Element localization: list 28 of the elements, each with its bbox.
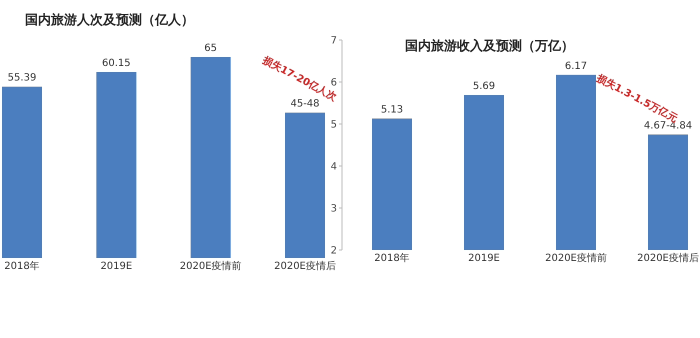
y-tick-label: 4 <box>330 162 337 172</box>
data-label: 60.15 <box>102 58 131 69</box>
bar <box>190 57 231 258</box>
x-tick-label: 2019E <box>468 253 500 264</box>
data-label: 45-48 <box>290 98 320 110</box>
data-label: 5.69 <box>472 81 496 92</box>
y-tick-label: 2 <box>330 246 337 256</box>
x-tick-label: 2019E <box>100 261 132 272</box>
chart-title: 国内旅游人次及预测（亿人） <box>25 12 194 28</box>
data-label: 65 <box>204 43 218 54</box>
data-label: 6.17 <box>564 60 588 72</box>
bar <box>285 112 325 258</box>
chart-title: 国内旅游收入及预测（万亿） <box>405 38 574 54</box>
x-tick-label: 2020E疫情后 <box>274 260 336 272</box>
data-label: 5.13 <box>380 104 404 116</box>
y-tick-label: 3 <box>330 204 337 214</box>
data-label: 4.67-4.84 <box>644 120 692 132</box>
x-tick-label: 2020E疫情后 <box>637 252 699 264</box>
y-tick-label: 5 <box>330 120 337 130</box>
bar <box>2 86 42 258</box>
x-tick-label: 2018年 <box>4 260 40 272</box>
y-tick-label: 6 <box>330 78 337 88</box>
data-label: 55.39 <box>8 72 36 84</box>
bar <box>96 72 136 258</box>
x-tick-label: 2018年 <box>374 252 410 264</box>
x-tick-label: 2020E疫情前 <box>545 252 607 264</box>
y-tick-label: 7 <box>330 36 337 46</box>
x-tick-label: 2020E疫情前 <box>180 260 242 272</box>
